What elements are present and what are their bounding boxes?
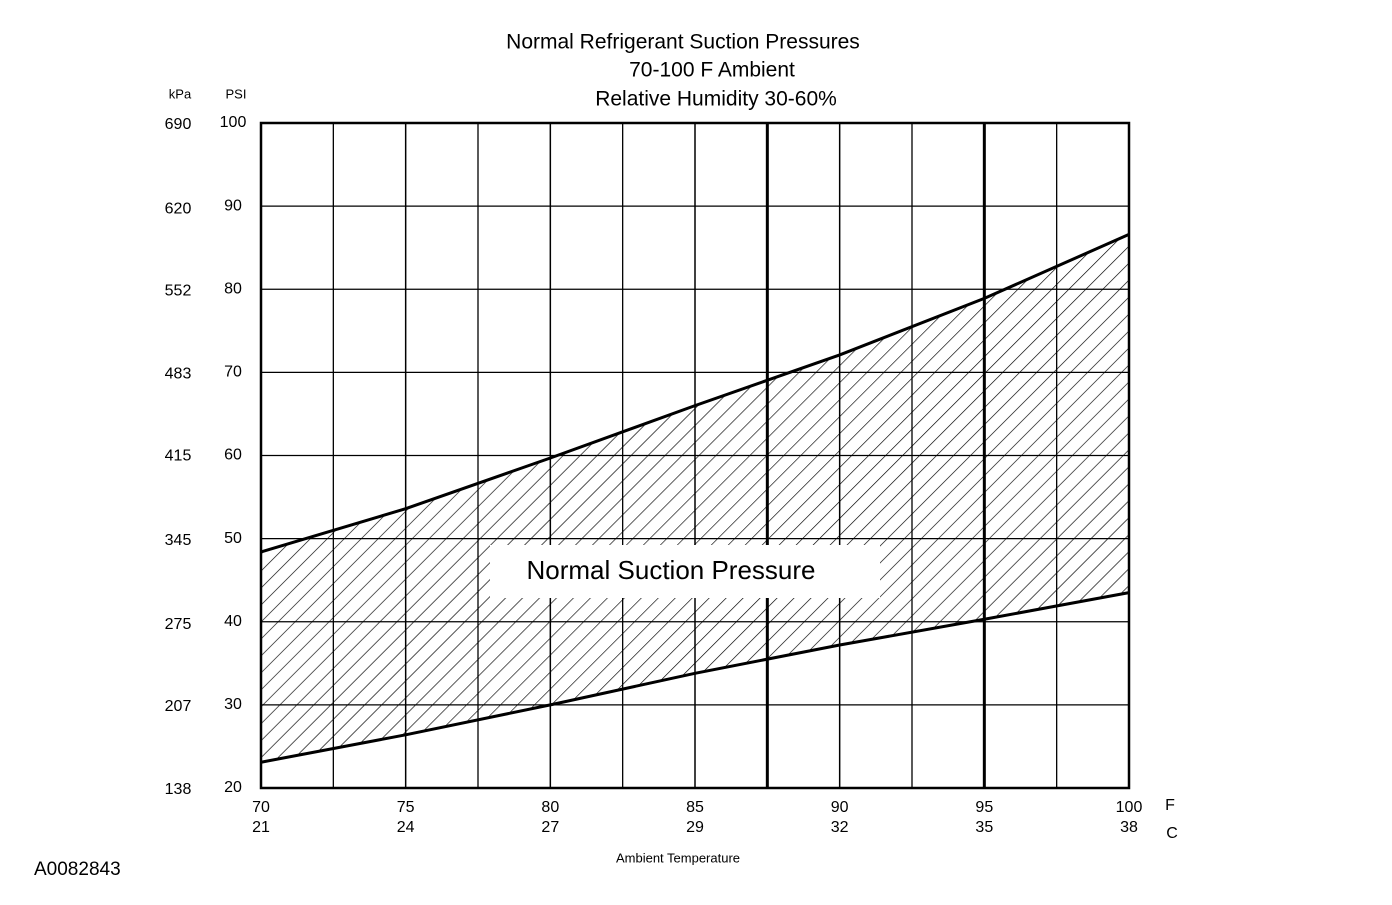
- x-tick-label: 90: [831, 799, 849, 816]
- band-label: Normal Suction Pressure: [527, 555, 816, 585]
- x-tick-label: 80: [541, 799, 559, 816]
- y2-tick-label: 415: [165, 448, 192, 465]
- y-tick-label: 20: [224, 779, 242, 796]
- y2-tick-label: 138: [165, 781, 192, 798]
- x-tick-label: 95: [975, 799, 993, 816]
- x2-unit: C: [1166, 825, 1178, 842]
- y-tick-label: 80: [224, 280, 242, 297]
- y-tick-label: 40: [224, 613, 242, 630]
- y-tick-label: 70: [224, 364, 242, 381]
- y-tick-label: 50: [224, 530, 242, 547]
- lower-line: [260, 591, 1130, 764]
- upper-line: [260, 233, 1130, 554]
- y-tick-label: 90: [224, 197, 242, 214]
- x2-tick-label: 21: [252, 819, 270, 836]
- chart-subtitle: 70-100 F Ambient: [629, 59, 795, 82]
- x-tick-label: 70: [252, 799, 270, 816]
- y2-tick-label: 275: [165, 616, 192, 633]
- chart-title: Normal Refrigerant Suction Pressures: [506, 31, 860, 54]
- y2-tick-label: 552: [165, 282, 192, 299]
- x2-tick-label: 35: [975, 819, 993, 836]
- y2-tick-label: 345: [165, 532, 192, 549]
- y2-tick-label: 207: [165, 698, 192, 715]
- x-tick-label: 75: [397, 799, 415, 816]
- y-unit: PSI: [226, 86, 247, 101]
- y-tick-label: 30: [224, 696, 242, 713]
- chart-subtitle: Relative Humidity 30-60%: [595, 88, 837, 111]
- figure-id: A0082843: [34, 859, 121, 880]
- x2-tick-label: 24: [397, 819, 415, 836]
- x2-tick-label: 38: [1120, 819, 1138, 836]
- y2-tick-label: 690: [165, 116, 192, 133]
- label-box: [490, 545, 880, 598]
- y2-unit: kPa: [169, 86, 192, 101]
- x-tick-label: 100: [1116, 799, 1143, 816]
- y2-tick-label: 483: [165, 366, 192, 383]
- x-axis-title: Ambient Temperature: [616, 850, 740, 865]
- y2-tick-label: 620: [165, 201, 192, 218]
- y-tick-label: 100: [220, 114, 247, 131]
- plot-frame: [259, 121, 1131, 790]
- y-tick-label: 60: [224, 447, 242, 464]
- x2-tick-label: 32: [831, 819, 849, 836]
- x2-tick-label: 29: [686, 819, 704, 836]
- x2-tick-label: 27: [541, 819, 559, 836]
- x-unit: F: [1165, 797, 1175, 814]
- x-tick-label: 85: [686, 799, 704, 816]
